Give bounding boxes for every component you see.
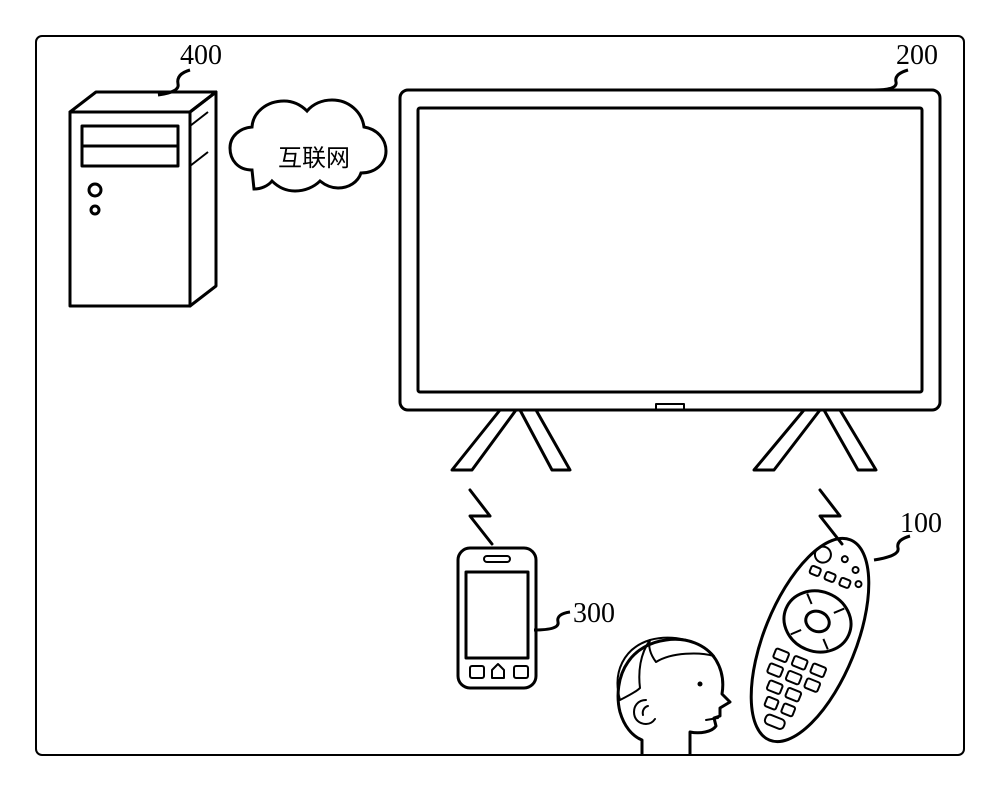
- leader-tv: [874, 70, 908, 90]
- diagram-svg: [0, 0, 1000, 791]
- remote-icon: [727, 523, 893, 758]
- leader-remote: [874, 536, 910, 560]
- tv-icon: [400, 90, 940, 470]
- outer-frame: [36, 36, 964, 755]
- cloud-icon: [230, 100, 386, 191]
- server-icon: [70, 92, 216, 306]
- leader-phone: [534, 612, 570, 630]
- phone-icon: [458, 548, 536, 688]
- diagram-stage: 400 200 300 100 互联网: [0, 0, 1000, 791]
- bolt-remote: [820, 490, 842, 544]
- user-head-icon: [618, 638, 730, 754]
- bolt-phone: [470, 490, 492, 544]
